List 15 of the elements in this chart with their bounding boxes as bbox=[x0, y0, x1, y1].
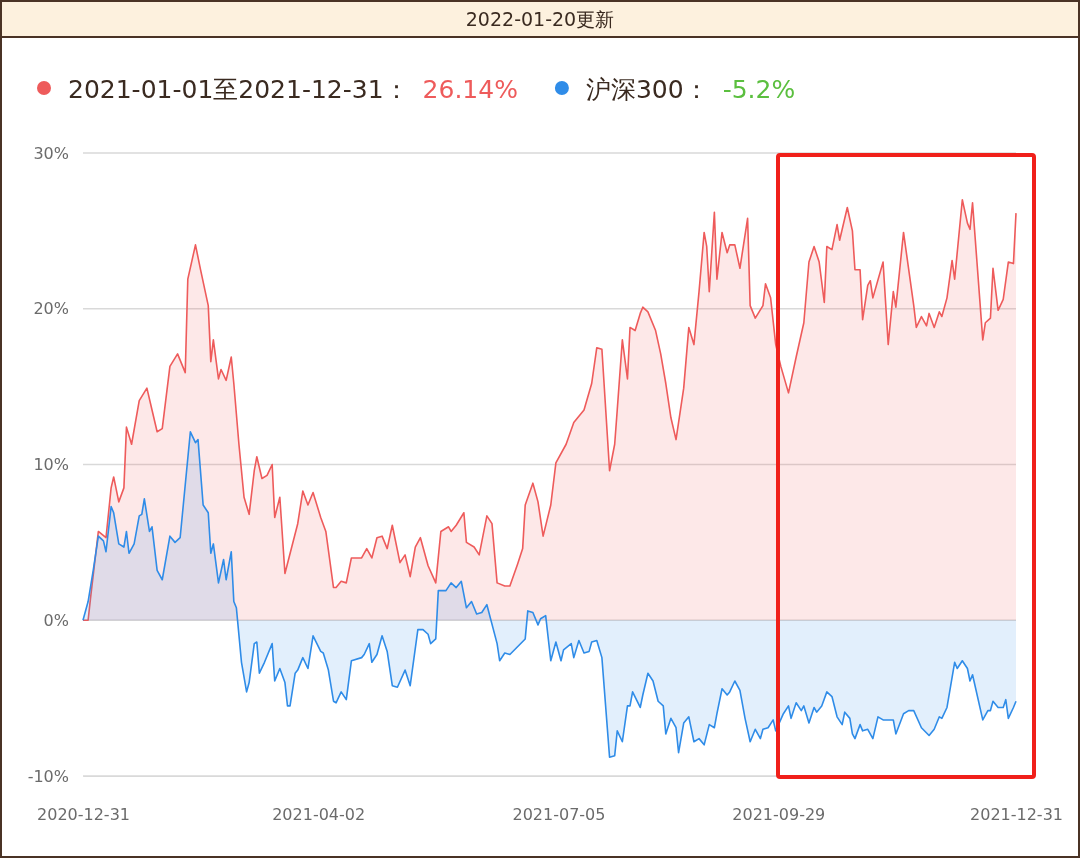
x-tick-label: 2021-09-29 bbox=[732, 805, 826, 825]
x-tick-label: 2021-12-31 bbox=[970, 805, 1063, 825]
y-tick-label: 10% bbox=[33, 455, 69, 475]
y-tick-label: 30% bbox=[33, 143, 69, 163]
y-tick-label: 20% bbox=[33, 299, 69, 319]
legend-label: 沪深300： bbox=[585, 75, 709, 104]
chart-title: 2022-01-20更新 bbox=[465, 8, 615, 30]
legend-label: 2021-01-01至2021-12-31： bbox=[68, 75, 409, 104]
y-tick-label: 0% bbox=[43, 610, 69, 630]
x-tick-label: 2021-04-02 bbox=[272, 805, 366, 825]
text: -5.2% bbox=[722, 75, 796, 104]
y-tick-label: -10% bbox=[27, 766, 69, 786]
x-tick-label: 2020-12-31 bbox=[37, 805, 130, 825]
text: 26.14% bbox=[422, 75, 518, 104]
x-tick-label: 2021-07-05 bbox=[512, 805, 606, 825]
